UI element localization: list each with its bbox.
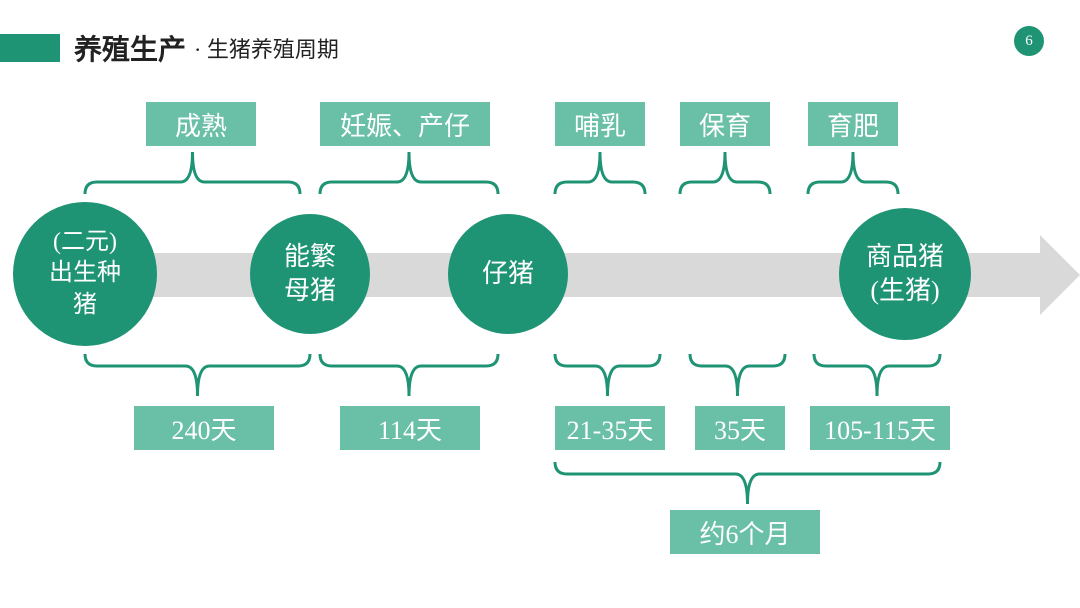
- brace: [686, 350, 789, 400]
- page-title: 养殖生产: [74, 28, 186, 68]
- brace: [551, 148, 649, 198]
- duration-label: 105-115天: [810, 406, 950, 450]
- brace: [81, 350, 314, 400]
- duration-label: 114天: [340, 406, 480, 450]
- header-accent-bar: [0, 34, 60, 62]
- phase-label: 哺乳: [555, 102, 645, 146]
- cycle-diagram: 成熟 妊娠、产仔 哺乳保育育肥 (二元)出生种猪能繁母猪仔猪 商品猪(生猪) 240天 11…: [0, 90, 1080, 590]
- brace: [551, 350, 664, 400]
- brace: [810, 350, 944, 400]
- phase-label: 成熟: [146, 102, 256, 146]
- phase-label: 保育: [680, 102, 770, 146]
- summary-duration: 约6个月: [670, 510, 820, 554]
- stage-node: 仔猪: [448, 214, 568, 334]
- timeline-arrow-head: [1040, 235, 1080, 315]
- brace: [676, 148, 774, 198]
- brace: [316, 148, 502, 198]
- duration-label: 21-35天: [555, 406, 665, 450]
- duration-label: 240天: [134, 406, 274, 450]
- phase-label: 妊娠、产仔: [320, 102, 490, 146]
- phase-label: 育肥: [808, 102, 898, 146]
- stage-node: 能繁母猪: [250, 214, 370, 334]
- header: 养殖生产 · 生猪养殖周期: [0, 0, 1080, 68]
- stage-node: 商品猪(生猪): [839, 208, 971, 340]
- page-subtitle: · 生猪养殖周期: [194, 32, 339, 64]
- page-number-badge: 6: [1014, 26, 1044, 56]
- stage-node: (二元)出生种猪: [13, 202, 157, 346]
- brace: [551, 458, 944, 508]
- duration-label: 35天: [695, 406, 785, 450]
- brace: [81, 148, 304, 198]
- brace: [316, 350, 502, 400]
- brace: [804, 148, 902, 198]
